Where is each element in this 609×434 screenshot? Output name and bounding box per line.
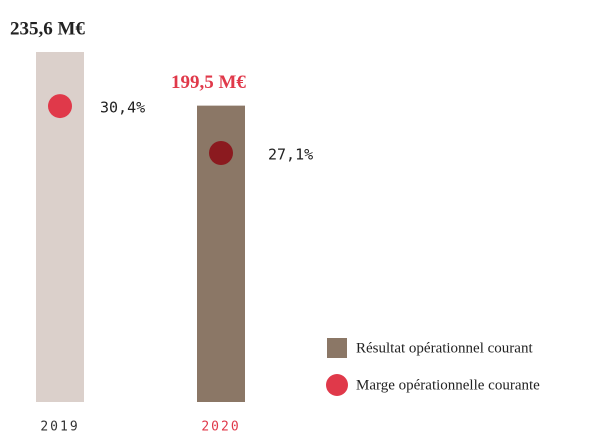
dot	[48, 94, 72, 119]
legend-label: Marge opérationnelle courante	[356, 377, 540, 393]
value-label: 199,5 M€	[171, 72, 246, 93]
x-tick-label: 2019	[40, 420, 79, 434]
x-tick-label: 2020	[201, 420, 240, 434]
legend-swatch	[326, 374, 348, 396]
dot-label: 30,4%	[100, 99, 145, 117]
legend-label: Résultat opérationnel courant	[356, 340, 533, 356]
dot	[209, 141, 233, 166]
value-label: 235,6 M€	[10, 18, 85, 39]
legend-swatch	[327, 338, 347, 358]
dot-label: 27,1%	[268, 146, 313, 164]
